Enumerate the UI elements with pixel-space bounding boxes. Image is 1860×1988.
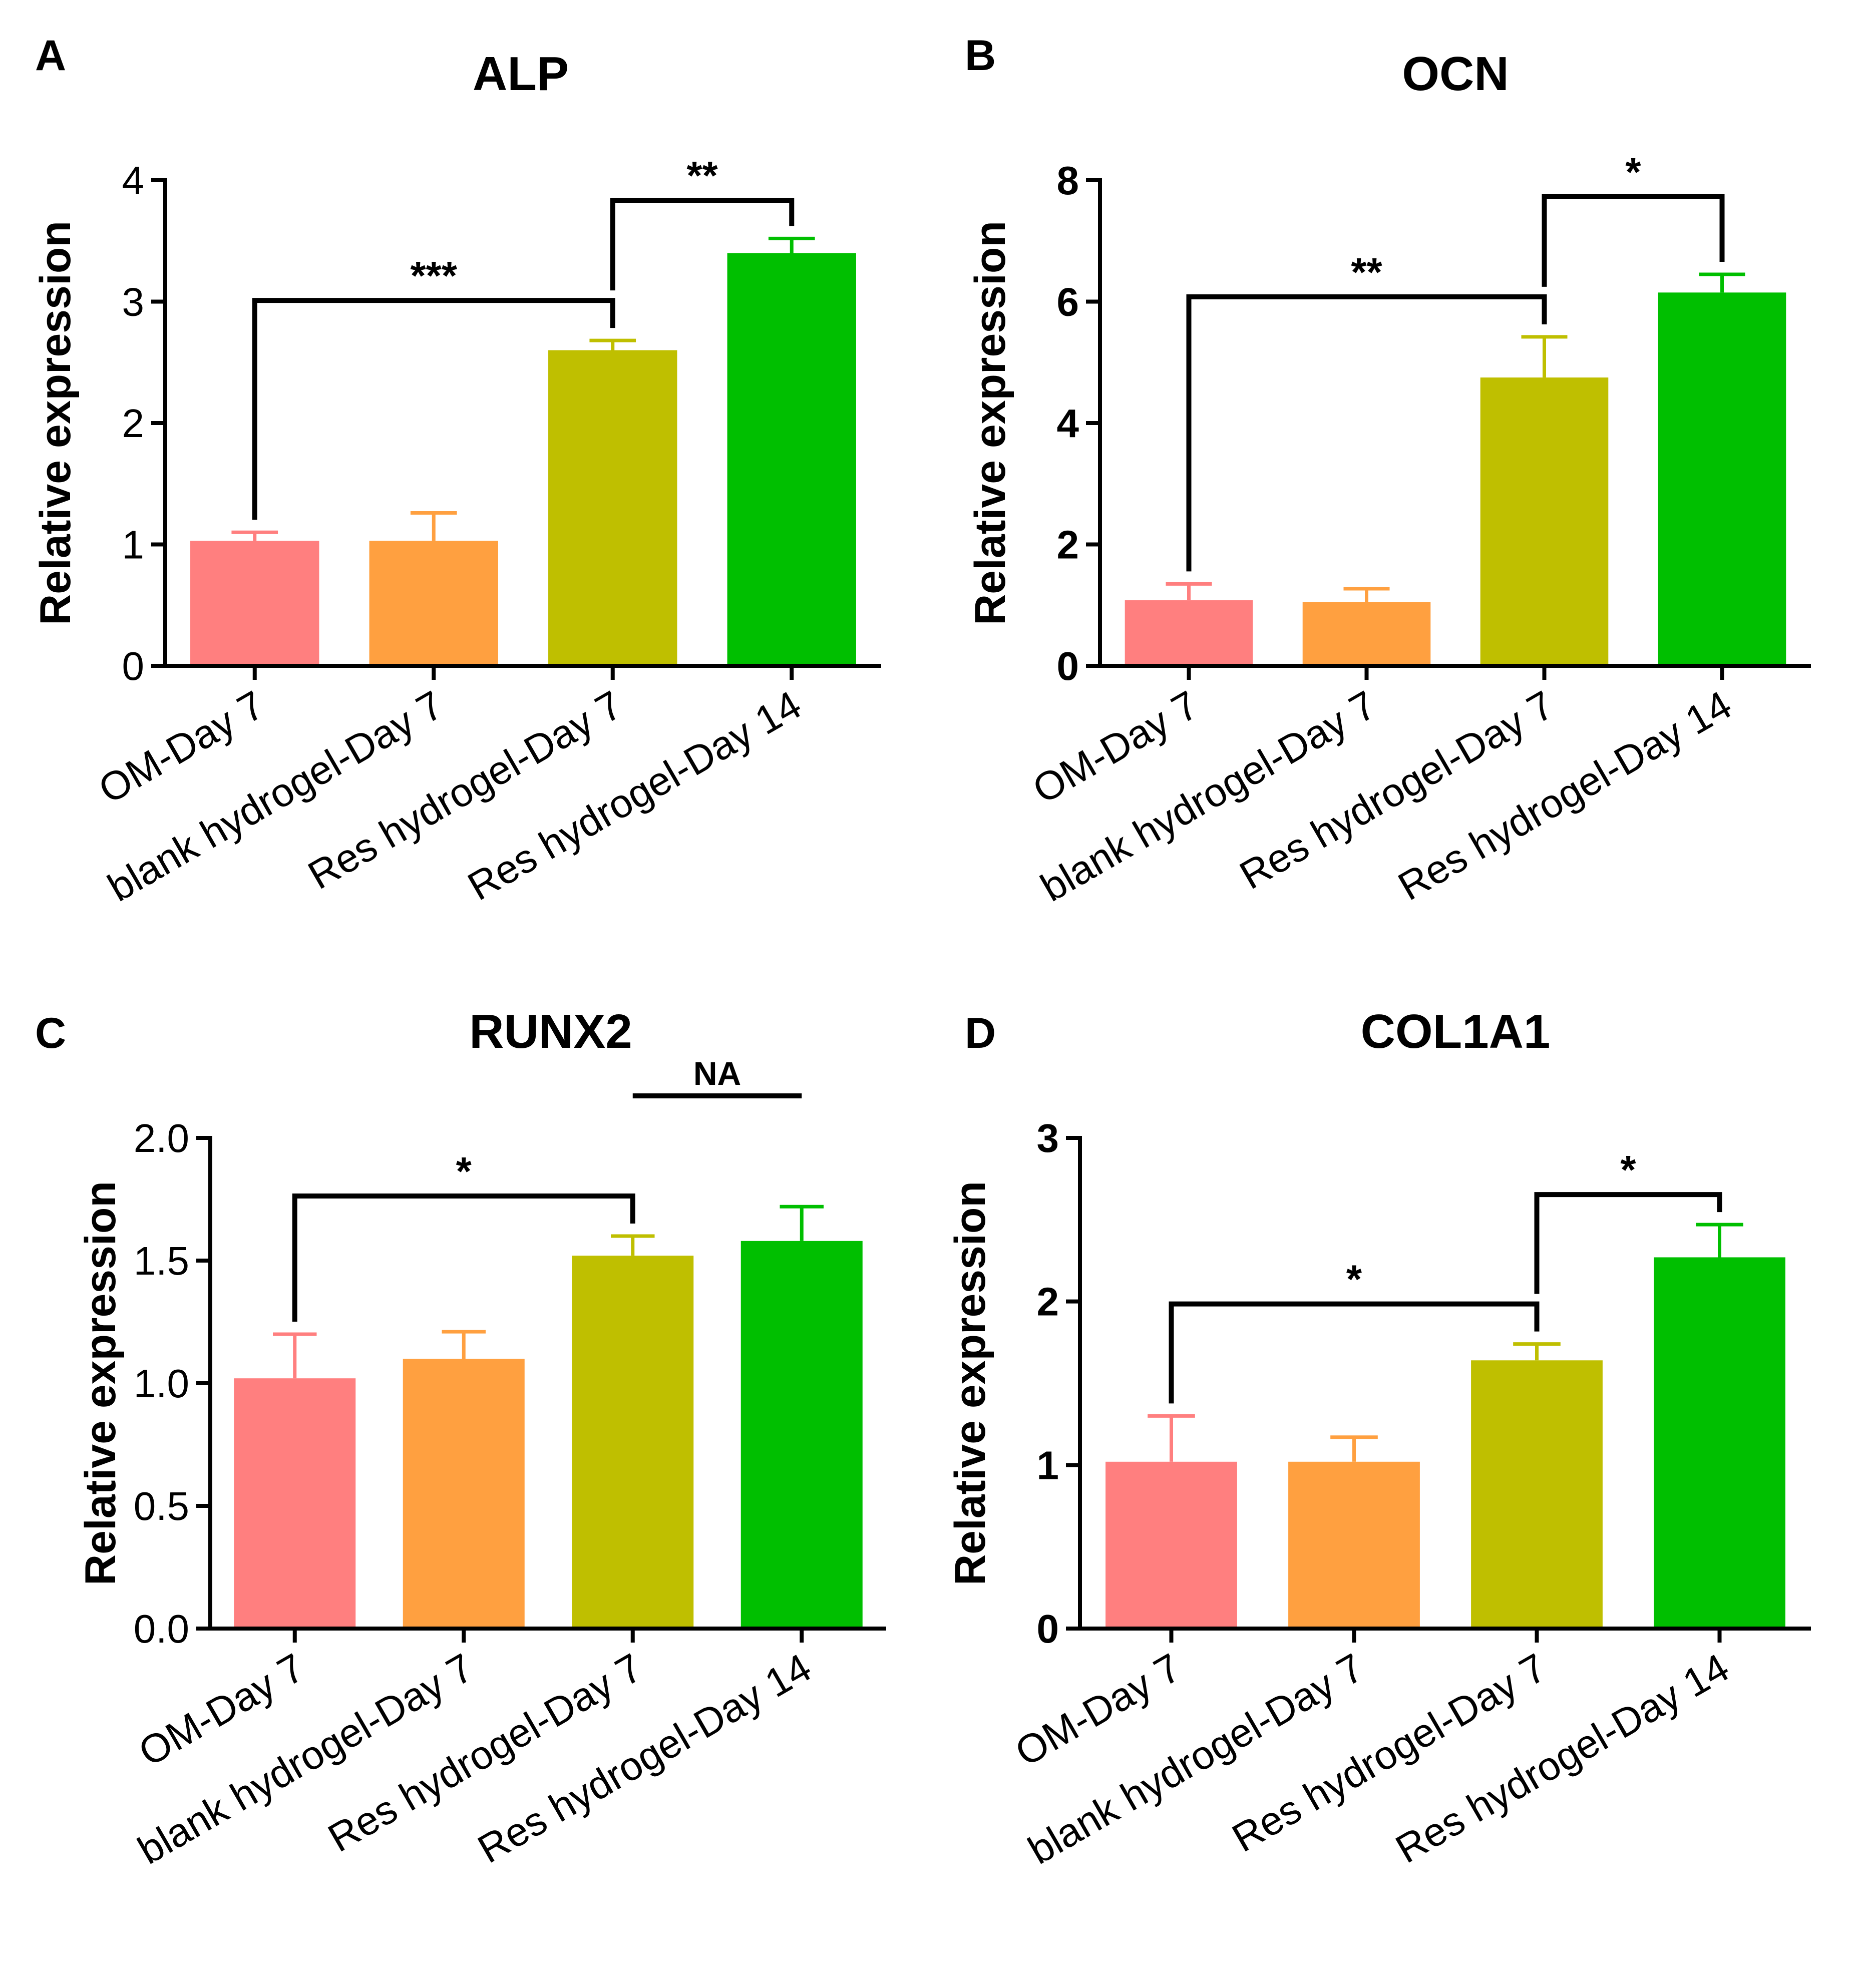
y-tick-label-3: 3: [1037, 1116, 1059, 1160]
bar-4: [1654, 1257, 1785, 1629]
y-tick-label-1: 0.5: [134, 1484, 189, 1528]
significance-bracket-1: [252, 298, 615, 520]
significance-bracket-2: [610, 198, 795, 291]
x-tick-label-2: blank hydrogel-Day 7: [101, 682, 451, 910]
panel-label: A: [35, 32, 66, 80]
bar-3: [548, 350, 677, 666]
significance-label-2: *: [1620, 1147, 1636, 1192]
panel-label: B: [965, 32, 996, 80]
y-axis-label: Relative expression: [77, 1181, 125, 1585]
bar-2: [369, 541, 498, 666]
x-tick-label-4: Res hydrogel-Day 14: [460, 682, 808, 909]
y-tick-label-3: 1.5: [134, 1239, 189, 1283]
bar-4: [740, 1241, 863, 1629]
y-tick-label-3: 6: [1057, 280, 1079, 324]
chart-title: RUNX2: [469, 1005, 632, 1058]
x-tick-label-4: Res hydrogel-Day 14: [1391, 682, 1739, 909]
y-tick-label-0: 0.0: [134, 1607, 189, 1651]
significance-label-1: *: [1346, 1257, 1362, 1302]
y-tick-label-2: 2: [122, 401, 145, 446]
y-tick-label-4: 4: [122, 158, 145, 203]
panel-label: C: [35, 1009, 66, 1057]
panel-label: D: [965, 1009, 996, 1057]
x-tick-label-4: Res hydrogel-Day 14: [1388, 1645, 1736, 1872]
bar-2: [403, 1359, 525, 1629]
y-tick-label-2: 1.0: [134, 1361, 189, 1406]
y-axis-label: Relative expression: [32, 221, 80, 625]
significance-bracket-1: [292, 1194, 635, 1322]
chart-title: OCN: [1402, 47, 1509, 101]
bar-3: [1471, 1360, 1603, 1629]
x-tick-label-2: blank hydrogel-Day 7: [1033, 682, 1383, 910]
significance-bracket-1: [1186, 294, 1547, 572]
y-tick-label-0: 0: [122, 644, 145, 688]
y-tick-label-0: 0: [1057, 644, 1079, 688]
chart-title: ALP: [473, 47, 569, 101]
y-tick-label-3: 3: [122, 280, 145, 324]
bar-3: [572, 1256, 694, 1629]
bar-4: [1658, 292, 1786, 666]
significance-label-1: ***: [411, 253, 458, 298]
y-tick-label-4: 2.0: [134, 1116, 189, 1160]
significance-label-1: *: [456, 1149, 472, 1194]
y-tick-label-2: 4: [1057, 401, 1079, 446]
x-tick-label-3: Res hydrogel-Day 7: [300, 682, 629, 898]
y-axis-label: Relative expression: [966, 221, 1014, 625]
x-tick-label-2: blank hydrogel-Day 7: [1021, 1645, 1371, 1873]
bar-3: [1480, 377, 1609, 666]
bar-1: [1125, 600, 1253, 666]
bar-2: [1302, 602, 1431, 666]
significance-bracket-2: [1534, 1192, 1722, 1294]
bar-4: [727, 253, 856, 666]
y-tick-label-4: 8: [1057, 158, 1079, 203]
significance-label-1: **: [1351, 250, 1382, 294]
x-tick-label-3: Res hydrogel-Day 7: [1225, 1645, 1554, 1861]
y-axis-label: Relative expression: [946, 1181, 994, 1585]
significance-label-2: NA: [693, 1055, 741, 1092]
chart-title: COL1A1: [1361, 1005, 1551, 1058]
bar-1: [190, 541, 319, 666]
bar-2: [1288, 1461, 1420, 1629]
significance-bracket-2: [1542, 194, 1725, 287]
x-tick-label-3: Res hydrogel-Day 7: [1232, 682, 1561, 898]
bar-1: [234, 1378, 356, 1629]
bar-1: [1105, 1461, 1237, 1629]
y-tick-label-1: 1: [122, 523, 145, 567]
significance-bracket-1: [1169, 1301, 1540, 1404]
y-tick-label-1: 1: [1037, 1443, 1059, 1487]
y-tick-label-1: 2: [1057, 523, 1079, 567]
significance-label-2: *: [1625, 150, 1641, 194]
y-tick-label-2: 2: [1037, 1280, 1059, 1324]
significance-label-2: **: [686, 153, 718, 198]
y-tick-label-0: 0: [1037, 1607, 1059, 1651]
